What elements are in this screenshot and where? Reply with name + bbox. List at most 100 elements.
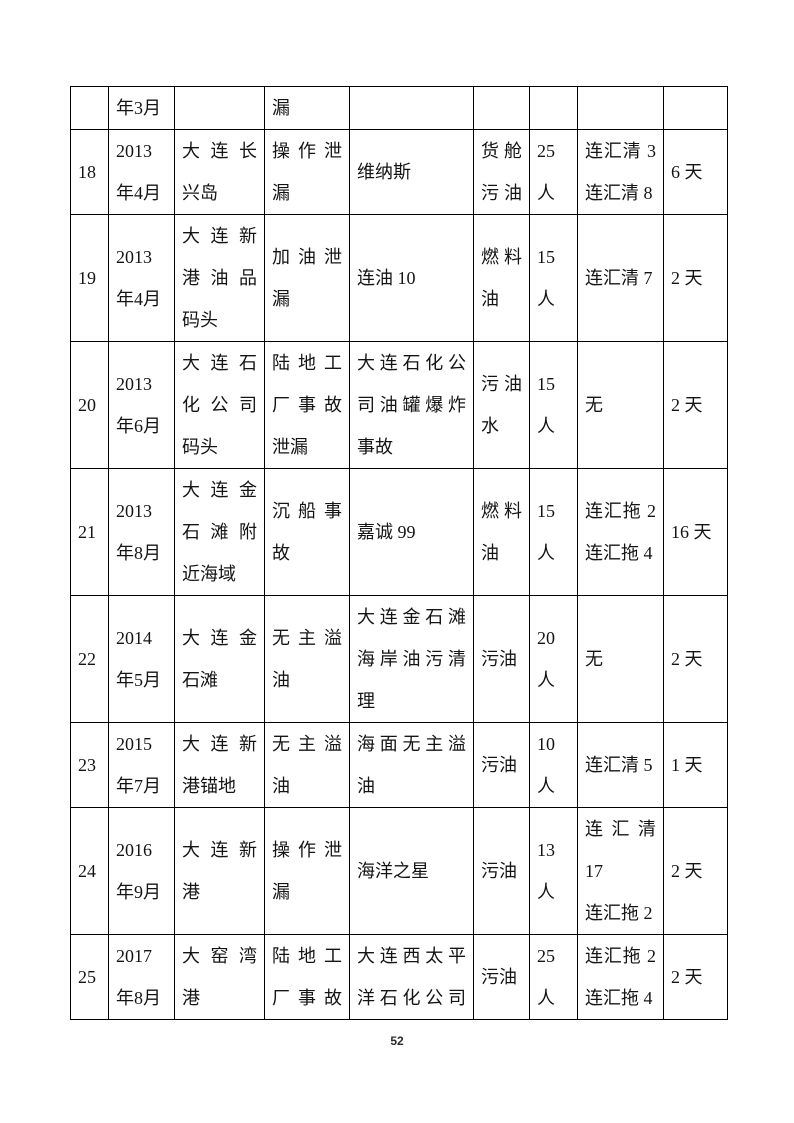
cell-type: 漏 <box>264 86 350 130</box>
cell-line: 2 天 <box>671 967 703 987</box>
cell-line: 年8月 <box>116 543 161 563</box>
cell-location: 大连金 石滩附 近海域 <box>174 468 265 596</box>
cell-ship: 海洋之星 <box>349 807 474 935</box>
cell-line: 16 天 <box>671 522 712 542</box>
cell-line: 人 <box>537 289 555 309</box>
cell-line: 漏 <box>272 98 290 118</box>
cell-oil: 污油 <box>473 722 530 808</box>
cell-line: 泄漏 <box>272 437 308 457</box>
cell-line: 2 天 <box>671 268 703 288</box>
cell-oil: 燃料油 <box>473 468 530 596</box>
cell-line: 2016 <box>116 840 152 860</box>
cell-line: 15 <box>537 374 555 394</box>
cell-line: 连汇清 8 <box>585 183 653 203</box>
cell-line: 大连金 <box>182 480 257 500</box>
cell-line: 连油 10 <box>357 268 416 288</box>
cell-line: 漏 <box>272 882 290 902</box>
cell-line: 大连西太平 <box>357 946 466 966</box>
cell-line: 连汇清 3 <box>585 141 656 161</box>
cell-no <box>70 86 109 130</box>
cell-people: 15 人 <box>529 468 578 596</box>
cell-line: 25 <box>537 946 555 966</box>
cell-line: 连汇清 <box>585 819 656 839</box>
cell-line: 陆地工 <box>272 946 342 966</box>
cell-ship: 维纳斯 <box>349 129 474 215</box>
cell-ship: 大连西太平 洋石化公司 <box>349 934 474 1020</box>
cell-line: 污油 <box>481 183 522 203</box>
cell-no: 21 <box>70 468 109 596</box>
cell-line: 17 <box>585 861 603 881</box>
cell-line: 码头 <box>182 310 218 330</box>
cell-line: 连汇拖 4 <box>585 988 653 1008</box>
cell-line: 兴岛 <box>182 183 218 203</box>
cell-no: 20 <box>70 341 109 469</box>
cell-line: 13 <box>537 840 555 860</box>
cell-line: 厂事故 <box>272 988 342 1008</box>
cell-line: 人 <box>537 416 555 436</box>
cell-line: 石滩附 <box>182 522 257 542</box>
cell-people <box>529 86 578 130</box>
cell-date: 2013 年4月 <box>108 129 175 215</box>
cell-line: 年4月 <box>116 183 161 203</box>
cell-date: 年3月 <box>108 86 175 130</box>
table-row: 22 2014 年5月 大连金 石滩 无主溢油大连金石滩 海岸油污清理污油 20 人无 2 天 <box>70 595 728 723</box>
cell-vessels: 连汇清 3 连汇清 8 <box>577 129 664 215</box>
cell-line: 年3月 <box>116 98 161 118</box>
cell-ship: 大连石化公司油罐爆炸事故 <box>349 341 474 469</box>
cell-people: 20 人 <box>529 595 578 723</box>
cell-date: 2016 年9月 <box>108 807 175 935</box>
cell-line: 年8月 <box>116 988 161 1008</box>
cell-line: 2013 <box>116 141 152 161</box>
cell-days: 2 天 <box>663 934 728 1020</box>
cell-line: 大连金 <box>182 628 257 648</box>
cell-line: 20 <box>78 395 96 415</box>
cell-line: 无 <box>585 395 603 415</box>
cell-line: 海洋之星 <box>357 861 429 881</box>
page-number: 52 <box>390 1034 404 1048</box>
cell-oil: 污油 <box>473 807 530 935</box>
cell-type: 操作泄漏 <box>264 129 350 215</box>
cell-no: 19 <box>70 214 109 342</box>
cell-line: 18 <box>78 162 96 182</box>
cell-line: 人 <box>537 988 555 1008</box>
cell-line: 连汇拖 2 <box>585 501 656 521</box>
cell-line: 厂事故 <box>272 395 342 415</box>
cell-line: 15 <box>537 501 555 521</box>
cell-line: 港锚地 <box>182 776 236 796</box>
cell-ship <box>349 86 474 130</box>
cell-date: 2015 年7月 <box>108 722 175 808</box>
cell-line: 2 天 <box>671 649 703 669</box>
cell-line: 油 <box>272 776 290 796</box>
cell-line: 司油罐爆炸 <box>357 395 466 415</box>
cell-days <box>663 86 728 130</box>
cell-line: 沉船事 <box>272 501 342 521</box>
cell-vessels: 连汇清 7 <box>577 214 664 342</box>
cell-line: 2014 <box>116 628 152 648</box>
cell-vessels: 连汇拖 2 连汇拖 4 <box>577 468 664 596</box>
cell-location: 大连新港 <box>174 807 265 935</box>
cell-line: 大窑湾 <box>182 946 257 966</box>
cell-line: 大连石化公 <box>357 353 466 373</box>
cell-line: 事故 <box>357 437 393 457</box>
cell-line: 15 <box>537 247 555 267</box>
cell-line: 人 <box>537 183 555 203</box>
cell-line: 人 <box>537 543 555 563</box>
cell-days: 6 天 <box>663 129 728 215</box>
cell-line: 22 <box>78 649 96 669</box>
cell-no: 24 <box>70 807 109 935</box>
cell-line: 油 <box>481 289 499 309</box>
cell-line: 水 <box>481 416 499 436</box>
cell-line: 化公司 <box>182 395 257 415</box>
cell-type: 沉船事故 <box>264 468 350 596</box>
cell-line: 10 <box>537 734 555 754</box>
cell-date: 2017 年8月 <box>108 934 175 1020</box>
cell-line: 1 天 <box>671 755 703 775</box>
cell-line: 连汇清 5 <box>585 755 653 775</box>
cell-line: 油 <box>481 543 499 563</box>
cell-vessels: 连汇拖 2 连汇拖 4 <box>577 934 664 1020</box>
cell-people: 15 人 <box>529 214 578 342</box>
cell-line: 污油 <box>481 967 517 987</box>
